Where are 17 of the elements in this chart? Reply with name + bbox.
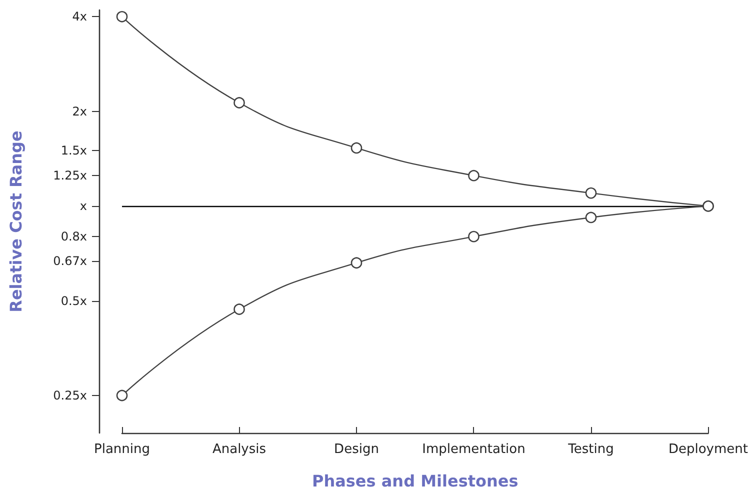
y-tick-label: 0.67x bbox=[53, 254, 87, 268]
x-tick-label: Testing bbox=[567, 442, 614, 457]
y-tick-label: 1.5x bbox=[60, 144, 87, 158]
x-tick-label: Deployment bbox=[668, 442, 748, 457]
y-tick-label: 0.5x bbox=[60, 294, 87, 308]
y-tick-label: 0.8x bbox=[60, 230, 87, 244]
y-tick-label: 1.25x bbox=[53, 168, 87, 183]
y-tick-label: 4x bbox=[72, 10, 87, 24]
x-tick-label: Planning bbox=[94, 442, 150, 457]
x-axis-title: Phases and Milestones bbox=[312, 472, 518, 490]
y-axis-title: Relative Cost Range bbox=[6, 130, 26, 312]
y-tick-label: 0.25x bbox=[53, 388, 87, 402]
x-tick-label: Implementation bbox=[422, 442, 526, 457]
y-tick-label: 2x bbox=[72, 104, 87, 118]
x-tick-label: Analysis bbox=[212, 442, 266, 457]
x-tick-label: Design bbox=[334, 442, 379, 457]
y-tick-label: x bbox=[80, 199, 87, 214]
